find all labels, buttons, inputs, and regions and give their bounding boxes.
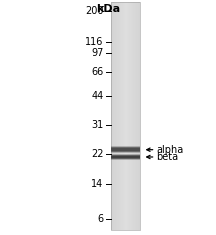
Bar [117, 2, 118, 230]
Text: 97: 97 [91, 48, 104, 58]
Bar [129, 2, 130, 230]
Text: alpha: alpha [157, 145, 184, 155]
Text: beta: beta [157, 152, 179, 162]
Bar [127, 2, 128, 230]
Bar [137, 2, 138, 230]
Bar [136, 2, 137, 230]
Bar [111, 147, 140, 152]
Bar [126, 2, 127, 230]
Bar [124, 2, 125, 230]
Bar [111, 2, 140, 230]
Bar [112, 2, 113, 230]
Bar [111, 154, 140, 160]
Bar [121, 2, 122, 230]
Text: kDa: kDa [96, 4, 120, 14]
Bar [119, 2, 120, 230]
Bar [120, 2, 121, 230]
Text: 22: 22 [91, 149, 104, 159]
Bar [118, 2, 119, 230]
Bar [138, 2, 139, 230]
Bar [111, 2, 112, 230]
Bar [131, 2, 132, 230]
Bar [130, 2, 131, 230]
Bar [123, 2, 124, 230]
Text: 6: 6 [98, 214, 104, 224]
Bar [115, 2, 116, 230]
Bar [111, 148, 140, 151]
Bar [132, 2, 133, 230]
Bar [111, 146, 140, 153]
Bar [135, 2, 136, 230]
Text: 44: 44 [91, 91, 104, 101]
Bar [122, 2, 123, 230]
Bar [134, 2, 135, 230]
Bar [111, 155, 140, 159]
Text: 116: 116 [85, 37, 104, 47]
Text: 31: 31 [91, 120, 104, 130]
Bar [139, 2, 140, 230]
Text: 14: 14 [91, 180, 104, 189]
Bar [125, 2, 126, 230]
Bar [111, 156, 140, 158]
Bar [133, 2, 134, 230]
Bar [113, 2, 114, 230]
Text: 200: 200 [85, 6, 104, 16]
Bar [114, 2, 115, 230]
Text: 66: 66 [91, 67, 104, 77]
Bar [116, 2, 117, 230]
Bar [128, 2, 129, 230]
